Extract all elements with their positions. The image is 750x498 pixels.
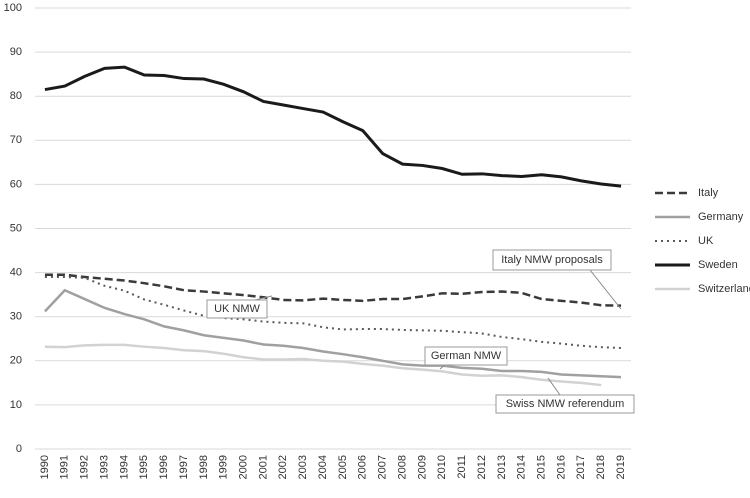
y-tick-label: 10 <box>10 399 22 411</box>
x-tick-label: 2003 <box>297 455 309 479</box>
callout-pointer <box>547 377 561 396</box>
legend-label: UK <box>698 235 714 247</box>
x-tick-label: 1990 <box>39 455 51 479</box>
x-tick-label: 2007 <box>377 455 389 479</box>
line-series <box>44 273 622 307</box>
annotation: Swiss NMW referendum <box>506 398 625 410</box>
y-tick-label: 0 <box>16 443 22 455</box>
x-tick-label: 2012 <box>476 455 488 479</box>
x-tick-label: 2004 <box>317 455 329 479</box>
callout-box <box>492 249 612 271</box>
x-tick-label: 2005 <box>337 455 349 479</box>
y-tick-label: 100 <box>4 2 22 14</box>
line-series <box>44 343 602 387</box>
legend-label: Sweden <box>698 259 738 271</box>
x-tick-label: 2008 <box>396 455 408 479</box>
x-tick-label: 2016 <box>555 455 567 479</box>
x-tick-label: 2006 <box>357 455 369 479</box>
y-tick-label: 20 <box>10 355 22 367</box>
y-tick-label: 70 <box>10 134 22 146</box>
y-tick-label: 30 <box>10 311 22 323</box>
callout-box <box>424 346 508 366</box>
line-series <box>44 65 622 188</box>
legend-label: Germany <box>698 211 744 223</box>
x-tick-label: 2001 <box>257 455 269 479</box>
x-tick-label: 1999 <box>218 455 230 479</box>
x-tick-label: 1995 <box>138 455 150 479</box>
y-tick-label: 80 <box>10 90 22 102</box>
x-tick-label: 2014 <box>516 455 528 479</box>
x-tick-label: 1998 <box>198 455 210 479</box>
legend-label: Italy <box>698 187 719 199</box>
x-tick-label: 2018 <box>595 455 607 479</box>
x-tick-label: 1993 <box>98 455 110 479</box>
callout-box <box>495 394 635 414</box>
y-tick-label: 60 <box>10 178 22 190</box>
annotation: Italy NMW proposals <box>501 254 603 266</box>
x-tick-label: 2017 <box>575 455 587 479</box>
callout-pointer <box>589 269 622 310</box>
annotation: UK NMW <box>214 303 260 315</box>
x-tick-label: 2000 <box>238 455 250 479</box>
callout-box <box>206 299 268 319</box>
x-tick-label: 2009 <box>416 455 428 479</box>
x-tick-label: 2010 <box>436 455 448 479</box>
annotation: German NMW <box>431 350 502 362</box>
x-tick-label: 1996 <box>158 455 170 479</box>
x-tick-label: 1997 <box>178 455 190 479</box>
x-tick-label: 1994 <box>118 455 130 479</box>
x-tick-label: 2013 <box>496 455 508 479</box>
y-tick-label: 40 <box>10 267 22 279</box>
y-tick-label: 50 <box>10 222 22 234</box>
x-tick-label: 1992 <box>79 455 91 479</box>
x-tick-label: 2015 <box>536 455 548 479</box>
x-tick-label: 1991 <box>59 455 71 479</box>
legend-label: Switzerland <box>698 283 750 295</box>
x-tick-label: 2011 <box>456 455 468 479</box>
line-series <box>44 276 622 350</box>
line-series <box>44 288 622 379</box>
x-tick-label: 2019 <box>615 455 627 479</box>
callout-pointer <box>439 364 446 370</box>
y-tick-label: 90 <box>10 46 22 58</box>
callout-pointer <box>254 295 273 301</box>
x-tick-label: 2002 <box>277 455 289 479</box>
